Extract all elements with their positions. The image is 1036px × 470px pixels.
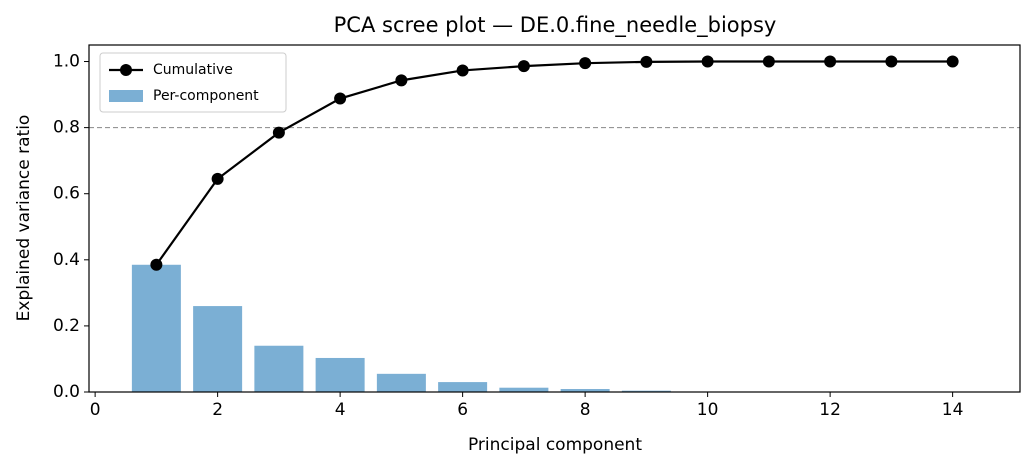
marker: [640, 55, 653, 68]
marker: [395, 74, 408, 87]
bar: [560, 389, 610, 392]
marker: [456, 64, 469, 77]
bar: [621, 390, 671, 392]
chart-title: PCA scree plot — DE.0.fine_needle_biopsy: [334, 13, 777, 38]
legend: Cumulative Per-component: [99, 52, 287, 113]
marker: [824, 55, 837, 68]
legend-patch: [109, 90, 143, 102]
legend-label: Per-component: [153, 88, 259, 104]
y-axis-label: Explained variance ratio: [14, 115, 34, 322]
x-axis-label: Principal component: [468, 435, 642, 455]
bar: [131, 264, 181, 392]
marker: [701, 55, 714, 68]
y-tick-label: 1.0: [53, 52, 80, 72]
marker: [150, 258, 163, 271]
marker: [211, 172, 224, 185]
marker: [946, 55, 959, 68]
y-tick-label: 0.4: [53, 250, 80, 270]
y-tick-label: 0.6: [53, 184, 80, 204]
y-tick-label: 0.8: [53, 118, 80, 138]
x-tick-label: 6: [457, 400, 468, 420]
x-tick-label: 10: [697, 400, 719, 420]
legend-label: Cumulative: [153, 62, 233, 78]
x-tick-label: 2: [212, 400, 223, 420]
marker: [272, 126, 285, 139]
bar: [315, 357, 365, 392]
x-tick-label: 0: [90, 400, 101, 420]
marker: [579, 57, 592, 70]
bar: [438, 382, 488, 392]
marker: [517, 60, 530, 73]
y-tick-label: 0.2: [53, 316, 80, 336]
marker: [762, 55, 775, 68]
x-tick-label: 14: [942, 400, 964, 420]
bar: [254, 345, 304, 392]
x-tick-label: 4: [335, 400, 346, 420]
bar: [499, 387, 549, 392]
legend-box: [99, 52, 287, 113]
marker: [885, 55, 898, 68]
legend-marker: [120, 64, 132, 76]
bar: [193, 306, 243, 392]
marker: [334, 92, 347, 105]
bar: [376, 373, 426, 392]
x-tick-label: 8: [580, 400, 591, 420]
plot-frame: [88, 44, 1021, 393]
cumulative-line: [155, 60, 953, 266]
y-tick-label: 0.0: [53, 382, 80, 402]
x-tick-label: 12: [819, 400, 841, 420]
